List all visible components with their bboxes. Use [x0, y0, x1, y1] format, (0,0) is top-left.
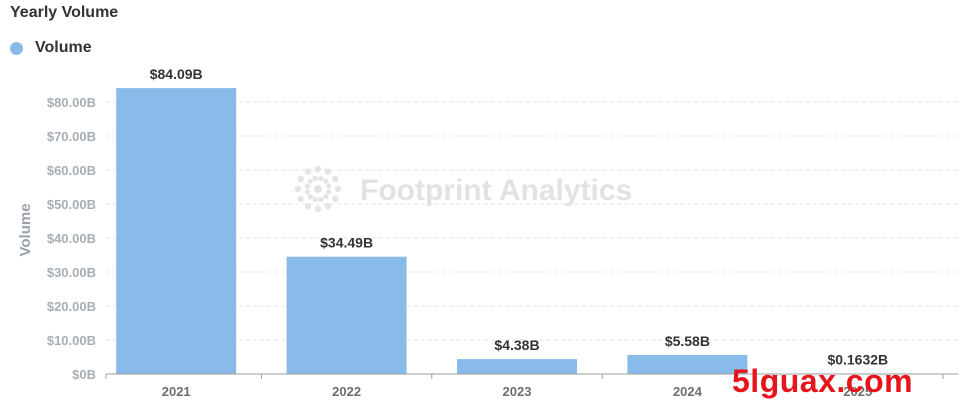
bar-2021 [116, 88, 237, 375]
watermark-dot [323, 178, 329, 184]
y-tick-label: $10.00B [47, 333, 96, 348]
watermark-dot [314, 185, 322, 193]
watermark-dot [312, 197, 318, 203]
watermark-dot [304, 168, 312, 175]
watermark-dot [312, 175, 318, 181]
x-tick-label: 2025 [843, 384, 872, 399]
y-tick-label: $80.00B [47, 95, 96, 110]
x-tick-label: 2023 [503, 384, 532, 399]
footprint-logo-icon [294, 165, 342, 213]
chart-title: Yearly Volume [10, 4, 119, 21]
x-tick-label: 2022 [332, 384, 361, 399]
watermark-dot [307, 178, 313, 184]
watermark-dot [323, 194, 329, 200]
watermark-dot [297, 175, 304, 183]
bar-2022 [286, 256, 407, 374]
bars [116, 88, 918, 375]
watermark-text: Footprint Analytics [360, 174, 632, 207]
legend[interactable]: Volume [10, 38, 92, 58]
y-axis: $0B $10.00B $20.00B $30.00B $40.00B $50.00B $6… [47, 95, 96, 382]
y-axis-label: Volume [17, 203, 34, 256]
data-label: $4.38B [494, 337, 539, 353]
y-tick-label: $70.00B [47, 129, 96, 144]
watermark-dot [314, 165, 322, 173]
watermark-dot [326, 189, 332, 195]
watermark-dot [314, 205, 322, 213]
x-tick-label: 2021 [162, 384, 191, 399]
watermark-dot [324, 168, 332, 175]
bar-2023 [457, 359, 577, 374]
legend-swatch [10, 41, 23, 55]
data-label: $0.1632B [827, 351, 888, 367]
watermark-dot [318, 197, 324, 203]
watermark-dot [332, 175, 339, 183]
watermark-dot [334, 185, 342, 193]
data-label: $34.49B [320, 235, 373, 251]
y-tick-label: $0B [72, 367, 96, 382]
x-axis: 2021 2022 2023 2024 2025 [105, 373, 958, 399]
bar-2024 [627, 355, 748, 374]
data-labels: $84.09B $34.49B $4.38B $5.58B $0.1632B [150, 66, 888, 367]
y-tick-label: $40.00B [47, 231, 96, 246]
watermark-dot [294, 185, 302, 193]
data-label: $5.58B [665, 333, 710, 349]
y-tick-label: $50.00B [47, 197, 96, 212]
watermark-dot [304, 189, 310, 195]
watermark-dot [326, 183, 332, 189]
watermark-dot [324, 203, 332, 210]
watermark-dot [304, 203, 312, 210]
data-label: $84.09B [150, 66, 203, 82]
watermark-dot [307, 194, 313, 200]
watermark-dot [304, 183, 310, 189]
legend-label: Volume [35, 39, 92, 56]
overlay-watermark: 5lguax.com [732, 363, 914, 399]
watermark-dot [318, 175, 324, 181]
watermark: Footprint Analytics [294, 165, 632, 213]
grid-lines [106, 101, 958, 341]
x-tick-label: 2024 [673, 384, 703, 399]
watermark-dot [332, 195, 339, 203]
watermark-dot [297, 195, 304, 203]
y-tick-label: $60.00B [47, 163, 96, 178]
y-tick-label: $20.00B [47, 299, 96, 314]
y-tick-label: $30.00B [47, 265, 96, 280]
